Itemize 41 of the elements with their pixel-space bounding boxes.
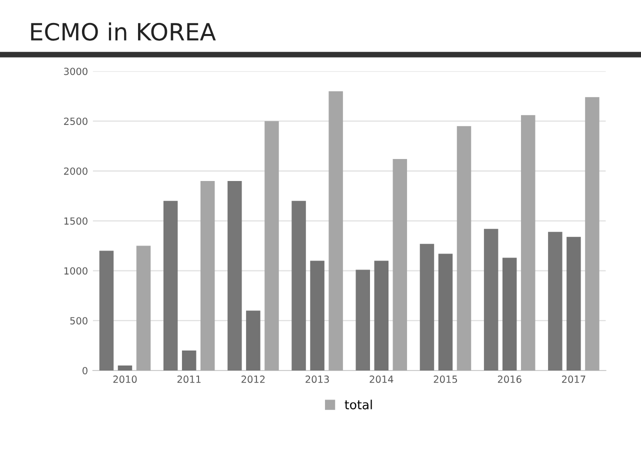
x-tick-label: 2017 bbox=[562, 376, 586, 383]
x-tick-label: 2014 bbox=[370, 376, 394, 383]
bar bbox=[374, 260, 389, 370]
y-tick-label: 1000 bbox=[64, 267, 88, 275]
bar bbox=[163, 200, 178, 370]
bar bbox=[585, 97, 600, 370]
bar bbox=[182, 350, 196, 370]
bar bbox=[264, 121, 279, 370]
y-tick-label: 3000 bbox=[64, 68, 88, 76]
bar bbox=[548, 232, 562, 370]
x-tick-label: 2016 bbox=[498, 376, 522, 383]
x-tick-label: 2015 bbox=[434, 376, 458, 383]
y-tick-label: 2500 bbox=[64, 118, 88, 125]
bar bbox=[292, 200, 306, 370]
bar bbox=[118, 366, 132, 370]
bar bbox=[438, 254, 453, 370]
bar bbox=[228, 180, 242, 370]
bar bbox=[484, 228, 498, 370]
bar bbox=[520, 115, 536, 370]
y-tick-label: 2000 bbox=[64, 167, 88, 175]
bar bbox=[328, 91, 343, 370]
bar bbox=[310, 260, 324, 370]
y-tick-label: 500 bbox=[70, 317, 88, 324]
bar bbox=[502, 258, 517, 370]
bar bbox=[200, 180, 215, 370]
x-tick-label: 2010 bbox=[113, 376, 137, 383]
x-tick-label: 2012 bbox=[242, 376, 265, 383]
bar bbox=[392, 159, 408, 370]
bar bbox=[566, 236, 581, 370]
bar bbox=[356, 270, 370, 370]
x-tick-label: 2011 bbox=[177, 376, 201, 383]
bar bbox=[246, 310, 260, 370]
legend-label: total bbox=[344, 400, 372, 410]
x-tick-label: 2013 bbox=[306, 376, 329, 383]
y-tick-label: 0 bbox=[82, 366, 88, 374]
bar bbox=[420, 244, 434, 370]
bar bbox=[456, 126, 472, 370]
chart-title: ECMO in KOREA bbox=[31, 22, 216, 41]
y-tick-label: 1500 bbox=[64, 217, 88, 225]
bar bbox=[136, 246, 151, 370]
bar bbox=[99, 250, 114, 370]
